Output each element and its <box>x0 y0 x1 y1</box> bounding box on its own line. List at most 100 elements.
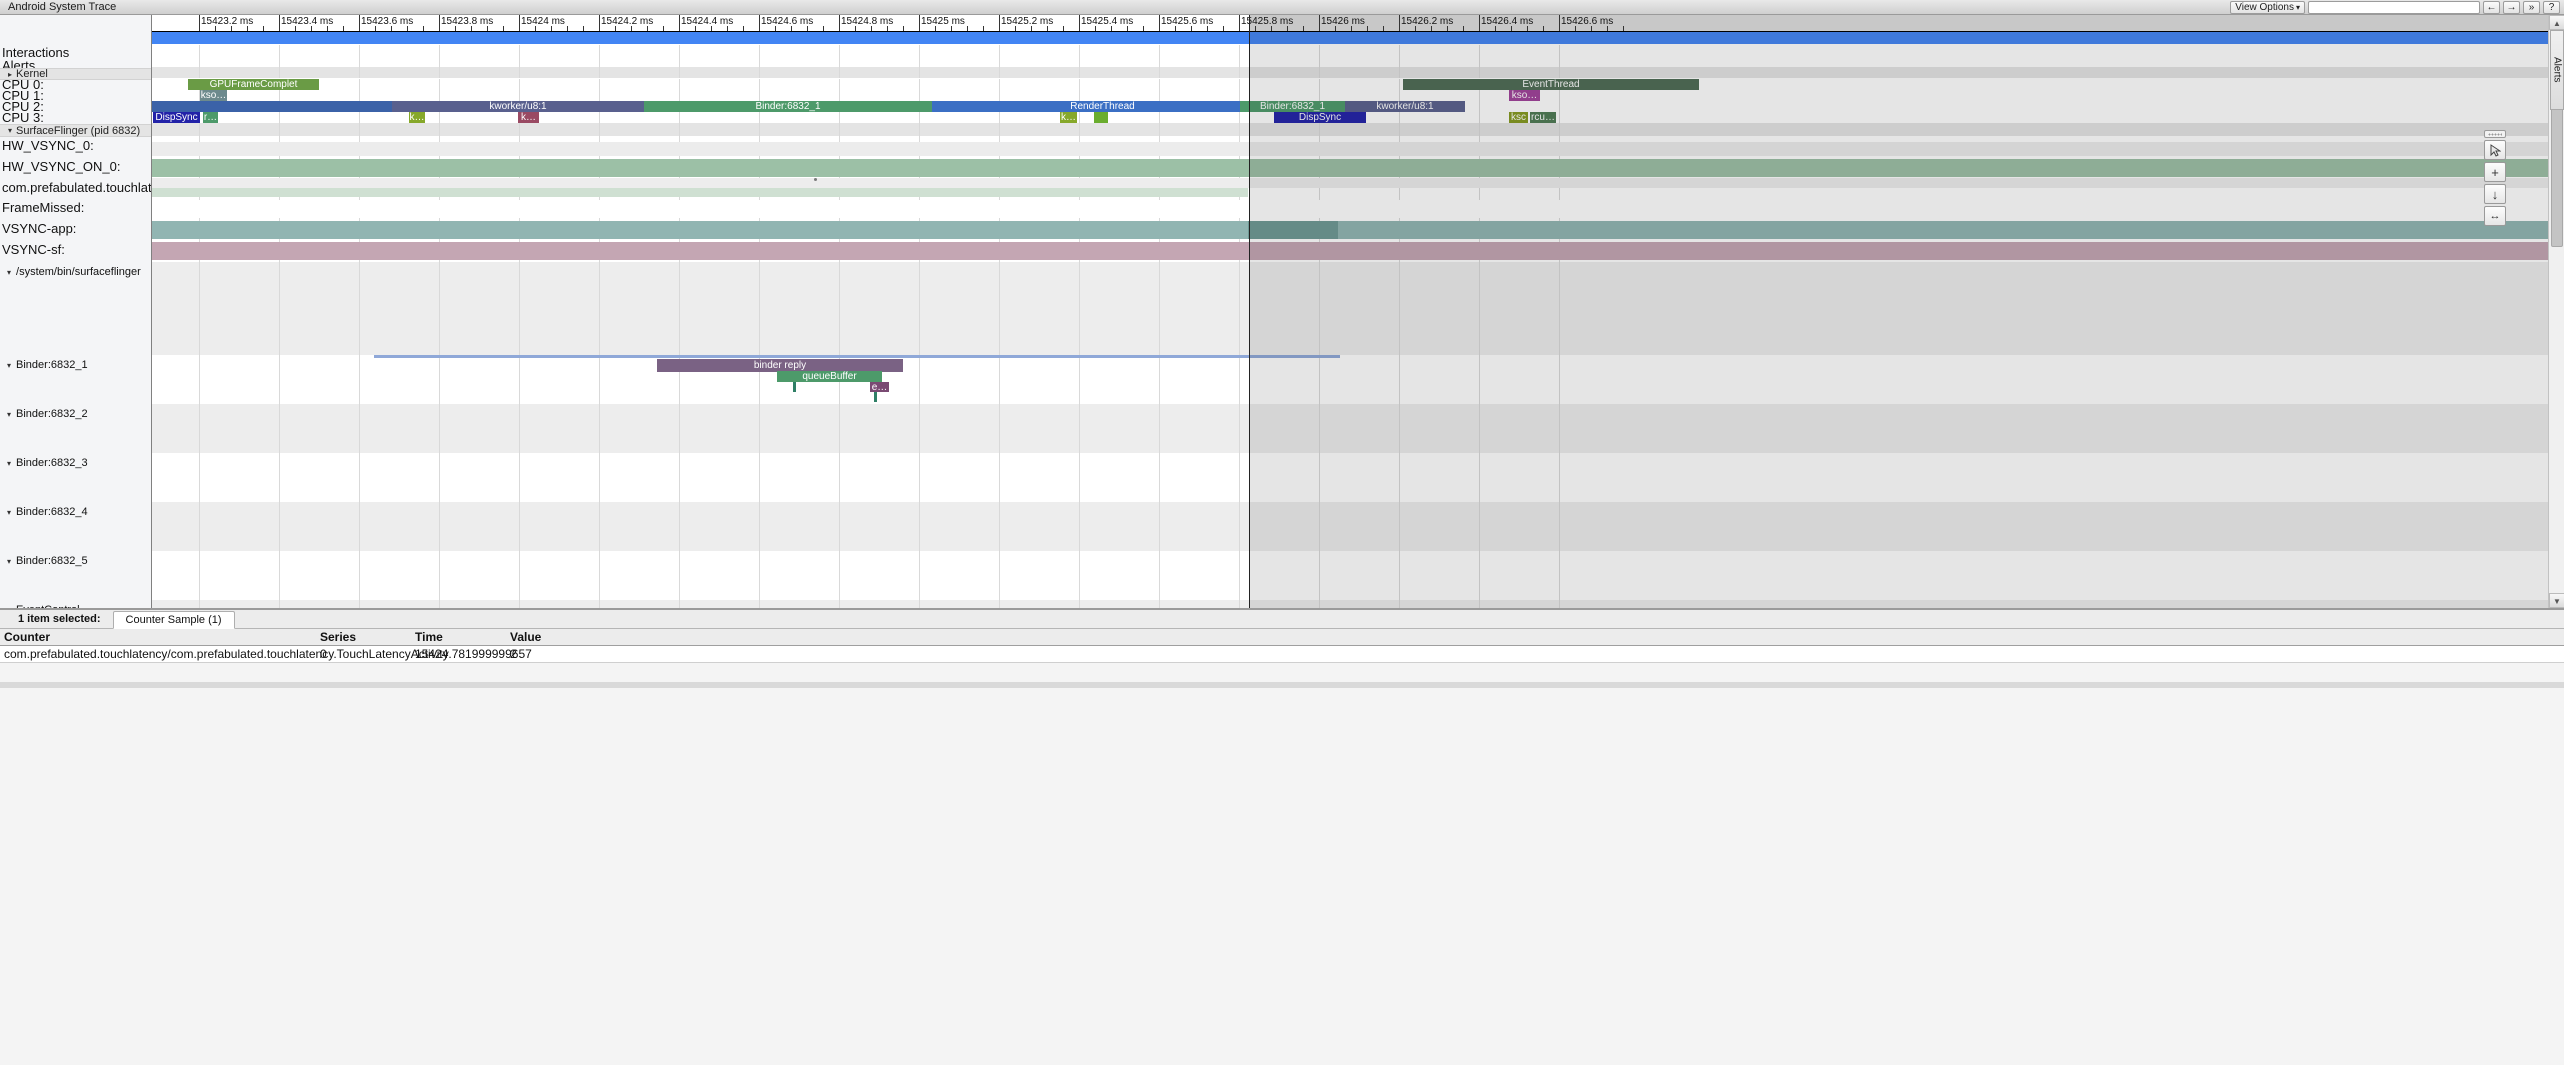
timeline-slice[interactable] <box>374 355 1340 358</box>
track-row-hw-vsync-0[interactable] <box>152 136 2548 157</box>
column-header-series[interactable]: Series <box>320 630 357 644</box>
timeline-slice[interactable]: rcu… <box>1530 112 1556 123</box>
timeline-slice[interactable] <box>1248 221 1338 239</box>
pointer-tool-button[interactable] <box>2484 140 2506 160</box>
timeline-slice[interactable]: kso… <box>200 90 227 101</box>
expander-triangle-icon[interactable]: ▾ <box>7 409 12 419</box>
track-row-system-bin-surfaceflinger[interactable] <box>152 262 2548 355</box>
track-row-vsync-sf[interactable] <box>152 241 2548 262</box>
timeline-slice[interactable]: queueBuffer <box>777 371 882 382</box>
sidebar-item-cpu-1[interactable]: CPU 1: <box>0 90 151 101</box>
sidebar-item-kernel[interactable]: ▸ Kernel <box>0 68 151 80</box>
expander-triangle-icon[interactable]: ▾ <box>8 126 13 135</box>
timeline-slice[interactable] <box>152 242 2548 260</box>
timeline-slice[interactable]: k… <box>409 112 425 123</box>
timeline-slice[interactable]: ksc <box>1509 112 1528 123</box>
expander-triangle-icon[interactable]: ▸ <box>8 69 13 79</box>
timeline-slice[interactable] <box>152 200 2548 218</box>
counter-sample-marker[interactable] <box>814 178 817 181</box>
scroll-down-arrow-icon[interactable]: ▼ <box>2549 593 2564 608</box>
sidebar-item-com-prefabulated-touchlatency[interactable]: com.prefabulated.touchlate… <box>0 177 151 197</box>
track-row-cpu-1[interactable]: kso… kso… <box>152 90 2548 101</box>
vertical-scrollbar[interactable]: ▲ ▼ <box>2548 15 2564 608</box>
column-header-time[interactable]: Time <box>415 630 443 644</box>
sidebar-item-binder-6832-1[interactable]: ▾ Binder:6832_1 <box>0 355 151 375</box>
timeline-slice[interactable]: kso… <box>1509 90 1540 101</box>
column-header-value[interactable]: Value <box>510 630 542 644</box>
track-row-vsync-app[interactable] <box>152 220 2548 241</box>
sidebar-item-event-control[interactable]: ▾ EventControl <box>0 600 151 608</box>
timeline-slice[interactable] <box>152 188 1248 197</box>
help-button[interactable]: ? <box>2543 1 2560 14</box>
track-row-alerts[interactable] <box>152 45 2548 67</box>
nav-forward-button[interactable]: → <box>2503 1 2520 14</box>
timeline-slice[interactable] <box>152 31 2548 44</box>
table-row[interactable]: com.prefabulated.touchlatency/com.prefab… <box>0 646 2564 663</box>
timeline-slice[interactable]: EventThread <box>1403 79 1699 90</box>
sidebar-item-cpu-3[interactable]: CPU 3: <box>0 112 151 123</box>
track-row-binder-6832-3[interactable] <box>152 453 2548 502</box>
timeline-track-area[interactable]: 15423.2 ms 15423.4 ms 15423.6 ms 15423.8 ms… <box>152 15 2548 608</box>
sidebar-item-cpu-0[interactable]: CPU 0: <box>0 79 151 90</box>
timeline-slice[interactable]: r… <box>203 112 218 123</box>
track-row-hw-vsync-on-0[interactable] <box>152 157 2548 178</box>
timeline-slice[interactable] <box>152 101 392 112</box>
track-row-binder-6832-5[interactable] <box>152 551 2548 600</box>
search-input[interactable] <box>2308 1 2480 14</box>
timeline-slice[interactable] <box>1094 112 1108 123</box>
expander-triangle-icon[interactable]: ▾ <box>7 458 12 468</box>
sidebar-item-binder-6832-2[interactable]: ▾ Binder:6832_2 <box>0 404 151 424</box>
timeline-slice[interactable]: e… <box>870 382 889 392</box>
sidebar-item-system-bin-surfaceflinger[interactable]: ▾ /system/bin/surfaceflinger <box>0 262 151 282</box>
track-row-surfaceflinger-group[interactable] <box>152 123 2548 136</box>
sidebar-item-cpu-2[interactable]: CPU 2: <box>0 101 151 112</box>
view-options-button[interactable]: View Options ▾ <box>2230 1 2305 14</box>
timeline-slice[interactable]: binder reply <box>657 359 903 372</box>
alerts-side-tab[interactable]: Alerts <box>2550 30 2564 110</box>
timeline-slice[interactable] <box>152 178 2548 188</box>
track-row-binder-6832-1[interactable]: binder reply queueBuffer e… <box>152 355 2548 404</box>
timeline-slice[interactable]: DispSync <box>153 112 200 123</box>
sidebar-item-hw-vsync-on-0[interactable]: HW_VSYNC_ON_0: <box>0 156 151 176</box>
timeline-slice[interactable]: k… <box>1060 112 1077 123</box>
track-row-frame-missed[interactable] <box>152 199 2548 220</box>
timeline-slice[interactable]: DispSync <box>1274 112 1366 123</box>
track-row-interactions[interactable] <box>152 31 2548 44</box>
sidebar-item-interactions[interactable]: Interactions <box>0 45 151 59</box>
nav-back-button[interactable]: ← <box>2483 1 2500 14</box>
sidebar-item-vsync-app[interactable]: VSYNC-app: <box>0 218 151 238</box>
column-header-counter[interactable]: Counter <box>4 630 50 644</box>
timeline-slice[interactable] <box>152 159 2548 177</box>
timeline-slice[interactable]: kworker/u8:1 <box>392 101 644 112</box>
track-row-binder-6832-2[interactable] <box>152 404 2548 453</box>
timeline-slice[interactable] <box>152 142 2548 156</box>
timeline-slice[interactable]: Binder:6832_1 <box>1240 101 1345 112</box>
sidebar-item-binder-6832-5[interactable]: ▾ Binder:6832_5 <box>0 551 151 571</box>
pan-down-button[interactable]: ↓ <box>2484 184 2506 204</box>
timeline-slice[interactable] <box>152 221 2548 239</box>
timeline-slice[interactable]: Binder:6832_1 <box>644 101 932 112</box>
timeline-slice[interactable]: kworker/u8:1 <box>1345 101 1465 112</box>
zoom-in-button[interactable]: + <box>2484 162 2506 182</box>
overflow-button[interactable]: » <box>2523 1 2540 14</box>
sidebar-item-vsync-sf[interactable]: VSYNC-sf: <box>0 239 151 259</box>
track-row-cpu-0[interactable]: GPUFrameComplet EventThread <box>152 79 2548 90</box>
timeline-slice[interactable]: RenderThread <box>932 101 1273 112</box>
timeline-slice[interactable] <box>874 392 877 402</box>
timeline-slice[interactable]: k… <box>518 112 539 123</box>
expander-triangle-icon[interactable]: ▾ <box>7 556 12 566</box>
drag-handle-icon[interactable] <box>2484 130 2506 138</box>
select-range-button[interactable]: ↔ <box>2484 206 2506 226</box>
track-row-cpu-2[interactable]: kworker/u8:1 Binder:6832_1 RenderThread Bin… <box>152 101 2548 112</box>
timeline-slice[interactable] <box>793 382 796 392</box>
sidebar-item-frame-missed[interactable]: FrameMissed: <box>0 197 151 217</box>
timeline-slice[interactable]: GPUFrameComplet <box>188 79 319 90</box>
track-row-cpu-3[interactable]: DispSync r… k… k… k… DispSync ksc rcu… <box>152 112 2548 123</box>
tab-counter-sample[interactable]: Counter Sample (1) <box>112 611 235 629</box>
track-row-touchlatency[interactable] <box>152 178 2548 199</box>
expander-triangle-icon[interactable]: ▾ <box>7 360 12 370</box>
track-row-binder-6832-4[interactable] <box>152 502 2548 551</box>
expander-triangle-icon[interactable]: ▾ <box>7 507 12 517</box>
sidebar-item-binder-6832-4[interactable]: ▾ Binder:6832_4 <box>0 502 151 522</box>
scroll-up-arrow-icon[interactable]: ▲ <box>2549 15 2564 30</box>
